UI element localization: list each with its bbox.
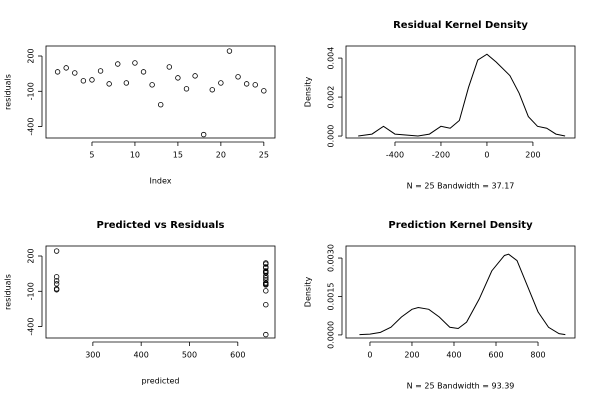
y-axis-label: Density — [304, 277, 313, 308]
point — [263, 331, 269, 338]
point — [263, 282, 269, 288]
point — [183, 86, 190, 92]
point — [54, 69, 61, 75]
y-tick-label: 0.0000 — [327, 321, 336, 349]
point — [261, 88, 267, 94]
point — [63, 65, 69, 71]
y-tick-label: 0.002 — [327, 86, 336, 109]
y-tick-label: -400 — [27, 118, 36, 136]
x-tick-label: 200 — [404, 351, 419, 360]
point — [149, 82, 155, 88]
point — [53, 287, 60, 293]
point — [243, 81, 250, 87]
chart-title: Residual Kernel Density — [393, 20, 528, 31]
point — [263, 302, 269, 308]
density-line — [359, 253, 566, 336]
point — [235, 74, 241, 80]
point — [209, 87, 215, 93]
point — [53, 281, 60, 287]
chart-title: Predicted vs Residuals — [97, 220, 225, 231]
x-axis-label: Index — [149, 177, 171, 186]
subtitle: N = 25 Bandwidth = 93.39 — [407, 382, 515, 391]
point — [115, 61, 121, 67]
x-tick-label: 300 — [85, 351, 100, 360]
x-tick-label: 400 — [134, 351, 149, 360]
y-tick-label: 0.004 — [327, 47, 336, 70]
point — [263, 275, 269, 281]
x-axis-label: predicted — [142, 377, 180, 386]
point — [192, 73, 198, 79]
plot-box — [45, 245, 276, 339]
x-tick-label: -400 — [386, 151, 404, 160]
y-tick-label: -400 — [27, 318, 36, 336]
y-tick-label: 0.000 — [327, 125, 336, 148]
y-tick-label: -100 — [27, 82, 36, 100]
x-tick-label: 800 — [530, 351, 545, 360]
y-tick-label: 200 — [27, 248, 36, 263]
point — [158, 102, 164, 108]
x-tick-label: 20 — [216, 151, 226, 160]
point — [200, 131, 207, 138]
x-tick-label: 600 — [230, 351, 245, 360]
point — [140, 69, 147, 75]
point — [218, 80, 224, 86]
point — [80, 78, 87, 84]
point — [72, 70, 78, 76]
x-tick-label: 0 — [484, 151, 489, 160]
y-tick-label: -100 — [27, 282, 36, 300]
point — [263, 273, 269, 279]
x-tick-label: 600 — [488, 351, 503, 360]
point — [53, 248, 60, 254]
plot-box — [345, 245, 576, 339]
x-tick-label: 0 — [367, 351, 372, 360]
x-tick-label: 5 — [89, 151, 94, 160]
x-tick-label: 25 — [259, 151, 269, 160]
y-tick-label: 200 — [27, 48, 36, 63]
density-line — [358, 53, 566, 137]
point — [123, 80, 130, 86]
x-tick-label: 200 — [525, 151, 540, 160]
x-tick-label: 400 — [446, 351, 461, 360]
point — [106, 81, 112, 87]
point — [263, 288, 269, 294]
point — [53, 274, 60, 280]
plot-box — [345, 45, 576, 139]
x-tick-label: 10 — [130, 151, 140, 160]
y-axis-label: Density — [304, 77, 313, 108]
plot-box — [45, 45, 276, 139]
point — [175, 75, 181, 81]
point — [252, 82, 258, 88]
point — [53, 278, 60, 284]
point — [263, 260, 269, 266]
x-tick-label: -200 — [432, 151, 450, 160]
y-axis-label: residuals — [4, 74, 13, 110]
y-axis-label: residuals — [4, 274, 13, 310]
subtitle: N = 25 Bandwidth = 37.17 — [407, 182, 515, 191]
point — [263, 264, 269, 270]
point — [89, 77, 95, 83]
point — [166, 64, 173, 70]
x-tick-label: 15 — [173, 151, 183, 160]
point — [132, 60, 138, 66]
point — [226, 48, 233, 54]
chart-title: Prediction Kernel Density — [388, 220, 533, 231]
x-tick-label: 500 — [182, 351, 197, 360]
point — [97, 68, 104, 74]
y-tick-label: 0.0030 — [327, 244, 336, 272]
y-tick-label: 0.0015 — [327, 282, 336, 310]
